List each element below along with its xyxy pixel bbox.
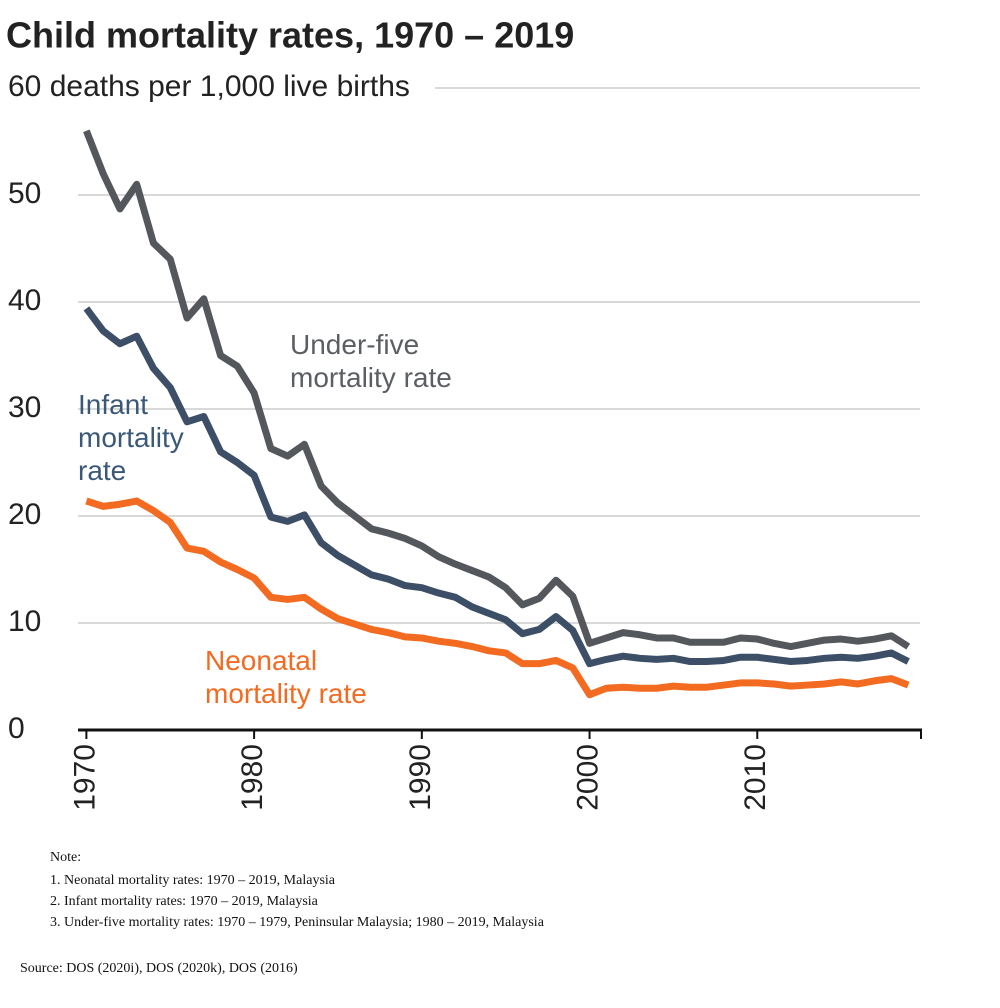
y-tick-label: 30 bbox=[8, 391, 41, 424]
y-tick-label: 10 bbox=[8, 605, 41, 638]
x-tick-label: 1990 bbox=[404, 744, 437, 811]
series-line bbox=[85, 497, 910, 699]
x-tick-label: 1980 bbox=[236, 744, 269, 811]
y-tick-label: 60 deaths per 1,000 live births bbox=[8, 70, 410, 103]
note: 3. Under-five mortality rates: 1970 – 19… bbox=[50, 915, 544, 930]
y-tick-label: 50 bbox=[8, 177, 41, 210]
y-tick-label: 0 bbox=[8, 712, 25, 745]
series-label: Infant mortality rate bbox=[78, 389, 184, 486]
series-line bbox=[83, 129, 911, 651]
series-label: Under-five mortality rate bbox=[290, 329, 452, 393]
x-tick-label: 2010 bbox=[739, 744, 772, 811]
series-label: Neonatal mortality rate bbox=[205, 645, 367, 709]
y-tick-label: 20 bbox=[8, 498, 41, 531]
chart-title: Child mortality rates, 1970 – 2019 bbox=[6, 15, 574, 56]
source: Source: DOS (2020i), DOS (2020k), DOS (2… bbox=[20, 961, 298, 976]
x-tick-label: 1970 bbox=[68, 744, 101, 811]
note-title: Note: bbox=[50, 850, 82, 865]
series-line bbox=[83, 306, 910, 668]
x-tick-label: 2000 bbox=[571, 744, 604, 811]
note: 1. Neonatal mortality rates: 1970 – 2019… bbox=[50, 873, 335, 888]
note: 2. Infant mortality rates: 1970 – 2019, … bbox=[50, 894, 318, 909]
y-tick-label: 40 bbox=[8, 284, 41, 317]
